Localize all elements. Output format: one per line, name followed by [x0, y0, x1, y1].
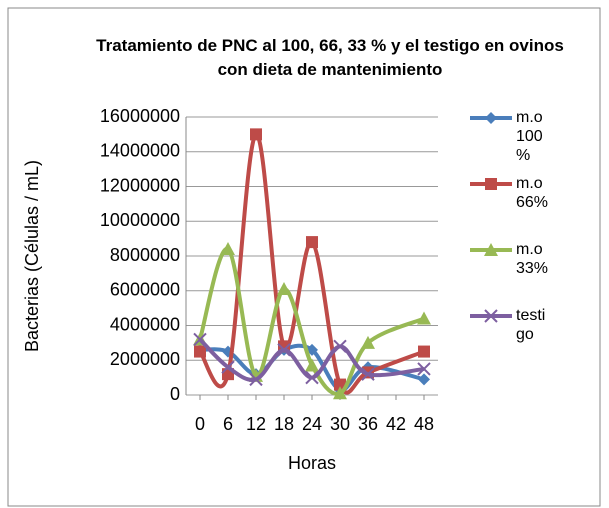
y-tick-label: 12000000 — [100, 175, 180, 195]
legend-marker — [484, 309, 498, 323]
chart-title: Tratamiento de PNC al 100, 66, 33 % y el… — [96, 36, 564, 79]
data-point — [333, 386, 347, 400]
data-point — [250, 128, 262, 141]
chart-frame — [7, 7, 601, 507]
data-point — [306, 236, 318, 249]
x-tick-label: 12 — [246, 414, 266, 434]
y-tick-label: 10000000 — [100, 210, 180, 230]
x-tick-label: 30 — [330, 414, 350, 434]
x-tick-label: 0 — [195, 414, 205, 434]
y-tick-label: 14000000 — [100, 141, 180, 161]
data-point — [417, 362, 431, 376]
data-point — [361, 335, 375, 349]
data-point — [194, 345, 206, 358]
y-tick-label: 16000000 — [100, 106, 180, 126]
data-point — [417, 311, 431, 325]
data-point — [361, 367, 375, 381]
legend-label: m.o 66% — [516, 175, 549, 211]
data-point — [193, 332, 207, 347]
data-point — [305, 370, 319, 385]
legend-label: testigo — [516, 307, 546, 343]
x-tick-label: 6 — [223, 414, 233, 434]
legend-marker — [484, 243, 498, 256]
x-tick-label: 24 — [302, 414, 322, 434]
legend-marker — [485, 112, 497, 124]
y-tick-label: 0 — [170, 384, 180, 404]
data-point — [249, 372, 263, 387]
legend-label: m.o 100 % — [516, 109, 543, 164]
x-tick-label: 42 — [386, 414, 406, 434]
data-point — [418, 345, 430, 358]
x-tick-label: 48 — [414, 414, 434, 434]
data-point — [418, 373, 430, 386]
y-tick-label: 8000000 — [110, 245, 180, 265]
legend-marker — [485, 178, 497, 190]
y-axis-label: Bacterias (Células / mL) — [22, 160, 42, 352]
y-tick-label: 4000000 — [110, 314, 180, 334]
x-axis-label: Horas — [288, 453, 336, 473]
x-tick-label: 18 — [274, 414, 294, 434]
data-point — [277, 282, 291, 296]
y-tick-label: 2000000 — [110, 349, 180, 369]
legend-label: m.o 33% — [516, 241, 549, 277]
data-point — [221, 242, 235, 256]
data-point — [277, 343, 291, 357]
y-tick-label: 6000000 — [110, 280, 180, 300]
data-point — [305, 358, 319, 372]
data-point — [221, 360, 235, 374]
x-tick-label: 36 — [358, 414, 378, 434]
data-point — [333, 339, 347, 354]
